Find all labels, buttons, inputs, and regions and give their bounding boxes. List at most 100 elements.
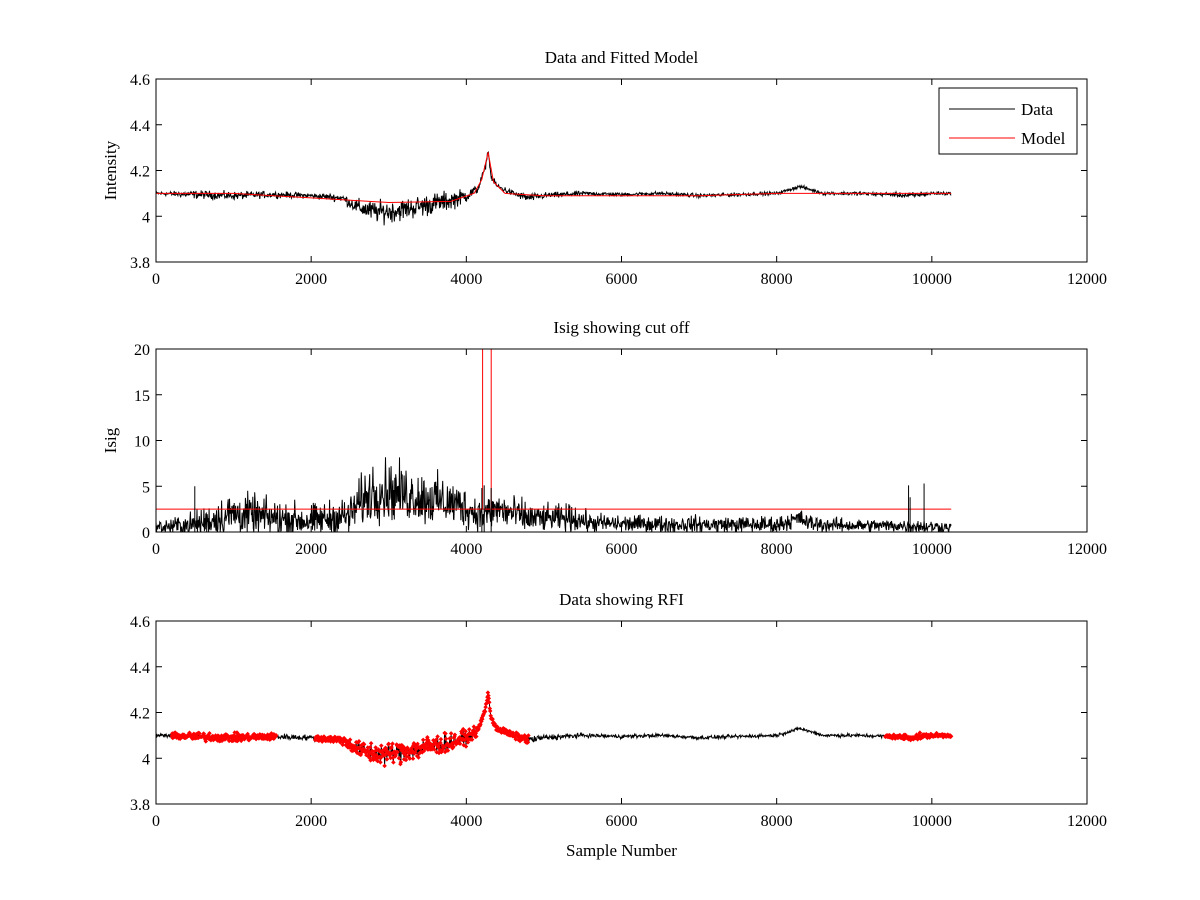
panel-3-tick-labels: 0 2000 4000 6000 8000 10000 12000 3.8 4 … xyxy=(130,614,1107,830)
rfi-point xyxy=(486,693,491,698)
rfi-point xyxy=(443,736,449,742)
panel-3-xtick-label: 8000 xyxy=(761,813,793,830)
panel-3-ticks xyxy=(155,620,1088,805)
panel-1-ytick-label: 3.8 xyxy=(130,255,150,272)
panel-2-ytick-label: 0 xyxy=(142,525,150,542)
rfi-point xyxy=(474,734,479,739)
series-model-line xyxy=(156,152,952,204)
panel-1-title: Data and Fitted Model xyxy=(545,48,699,67)
rfi-point xyxy=(487,700,492,705)
series-data-line xyxy=(155,692,952,766)
rfi-points xyxy=(169,690,954,769)
panel-3-xlabel: Sample Number xyxy=(566,841,677,860)
rfi-point xyxy=(391,760,396,765)
rfi-point xyxy=(438,740,443,746)
panel-2-xtick-label: 10000 xyxy=(912,541,952,558)
rfi-point xyxy=(471,724,477,729)
legend: Data Model xyxy=(938,87,1078,155)
panel-3-ytick-label: 4.2 xyxy=(130,706,150,723)
rfi-point xyxy=(389,744,394,750)
rfi-point xyxy=(473,730,479,736)
rfi-point xyxy=(379,743,384,748)
panel-3-ytick-label: 3.8 xyxy=(130,797,150,814)
panel-1-ytick-label: 4.4 xyxy=(130,118,150,135)
rfi-point xyxy=(368,741,374,746)
rfi-point xyxy=(451,744,456,750)
panel-1-ticks xyxy=(155,78,1088,263)
rfi-point xyxy=(463,729,468,734)
rfi-point xyxy=(467,727,472,732)
panel-2-xtick-label: 2000 xyxy=(295,541,327,558)
rfi-point xyxy=(482,709,488,714)
rfi-point xyxy=(469,737,475,742)
rfi-point xyxy=(463,744,469,749)
panel-2-tick-labels: 0 2000 4000 6000 8000 10000 12000 0 5 10… xyxy=(134,342,1107,558)
panel-1-xtick-label: 12000 xyxy=(1067,271,1107,288)
rfi-point xyxy=(438,736,444,742)
rfi-point xyxy=(445,748,451,753)
panel-2-ytick-label: 15 xyxy=(134,388,150,405)
panel-2-xtick-label: 6000 xyxy=(606,541,638,558)
legend-label-model: Model xyxy=(1021,129,1066,148)
rfi-point xyxy=(917,730,923,735)
panel-3-xtick-label: 12000 xyxy=(1067,813,1107,830)
rfi-point xyxy=(487,708,493,714)
panel-3-ytick-label: 4.4 xyxy=(130,660,150,677)
rfi-point xyxy=(460,726,466,732)
rfi-point xyxy=(441,744,447,750)
rfi-point xyxy=(358,752,364,758)
panel-1-xtick-label: 10000 xyxy=(912,271,952,288)
rfi-point xyxy=(525,740,531,745)
rfi-point xyxy=(452,732,458,738)
rfi-point xyxy=(386,741,391,747)
panel-1-xtick-label: 2000 xyxy=(295,271,327,288)
rfi-point xyxy=(384,757,390,762)
panel-1-xtick-label: 6000 xyxy=(606,271,638,288)
panel-3-xtick-label: 0 xyxy=(152,813,160,830)
panel-1-xtick-label: 4000 xyxy=(450,271,482,288)
panel-3-xtick-label: 6000 xyxy=(606,813,638,830)
panel-3-xtick-label: 2000 xyxy=(295,813,327,830)
rfi-point xyxy=(393,752,398,758)
panel-3-ytick-label: 4.6 xyxy=(130,614,150,631)
rfi-point xyxy=(407,756,412,761)
panel-1-xtick-label: 0 xyxy=(152,271,160,288)
panel-3-xtick-label: 4000 xyxy=(450,813,482,830)
panel-1-ytick-label: 4.6 xyxy=(130,72,150,89)
panel-1-plot-area xyxy=(155,151,952,226)
panel-2-xtick-label: 0 xyxy=(152,541,160,558)
panel-3-plot-area xyxy=(155,690,954,769)
rfi-point xyxy=(465,740,471,745)
panel-2-ylabel: Isig xyxy=(101,427,120,453)
panel-2-ytick-label: 5 xyxy=(142,479,150,496)
rfi-point xyxy=(485,690,491,695)
rfi-point xyxy=(480,716,485,722)
panel-2-xtick-label: 12000 xyxy=(1067,541,1107,558)
panel-3-title: Data showing RFI xyxy=(559,590,684,609)
rfi-point xyxy=(448,731,454,736)
rfi-point xyxy=(390,741,395,746)
rfi-point xyxy=(356,739,362,744)
rfi-point xyxy=(410,756,416,761)
panel-1-ytick-label: 4.2 xyxy=(130,164,150,181)
rfi-point xyxy=(347,737,353,742)
legend-label-data: Data xyxy=(1021,100,1054,119)
panel-1-ylabel: Intensity xyxy=(101,140,120,200)
panel-2-ytick-label: 10 xyxy=(134,434,150,451)
rfi-point xyxy=(525,737,530,742)
panel-2-ytick-label: 20 xyxy=(134,342,150,359)
rfi-point xyxy=(483,704,488,710)
rfi-point xyxy=(403,757,409,763)
panel-2-xtick-label: 8000 xyxy=(761,541,793,558)
panel-1-xtick-label: 8000 xyxy=(761,271,793,288)
rfi-point xyxy=(447,736,453,741)
rfi-point xyxy=(457,741,463,746)
rfi-point xyxy=(433,737,439,742)
rfi-point xyxy=(415,741,420,747)
rfi-point xyxy=(396,755,402,761)
panel-data-and-fitted-model: 0 2000 4000 6000 8000 10000 12000 3.8 4 … xyxy=(101,48,1107,288)
series-isig-line xyxy=(155,457,952,533)
panel-1-ytick-label: 4 xyxy=(142,209,150,226)
series-data-line xyxy=(155,151,952,226)
